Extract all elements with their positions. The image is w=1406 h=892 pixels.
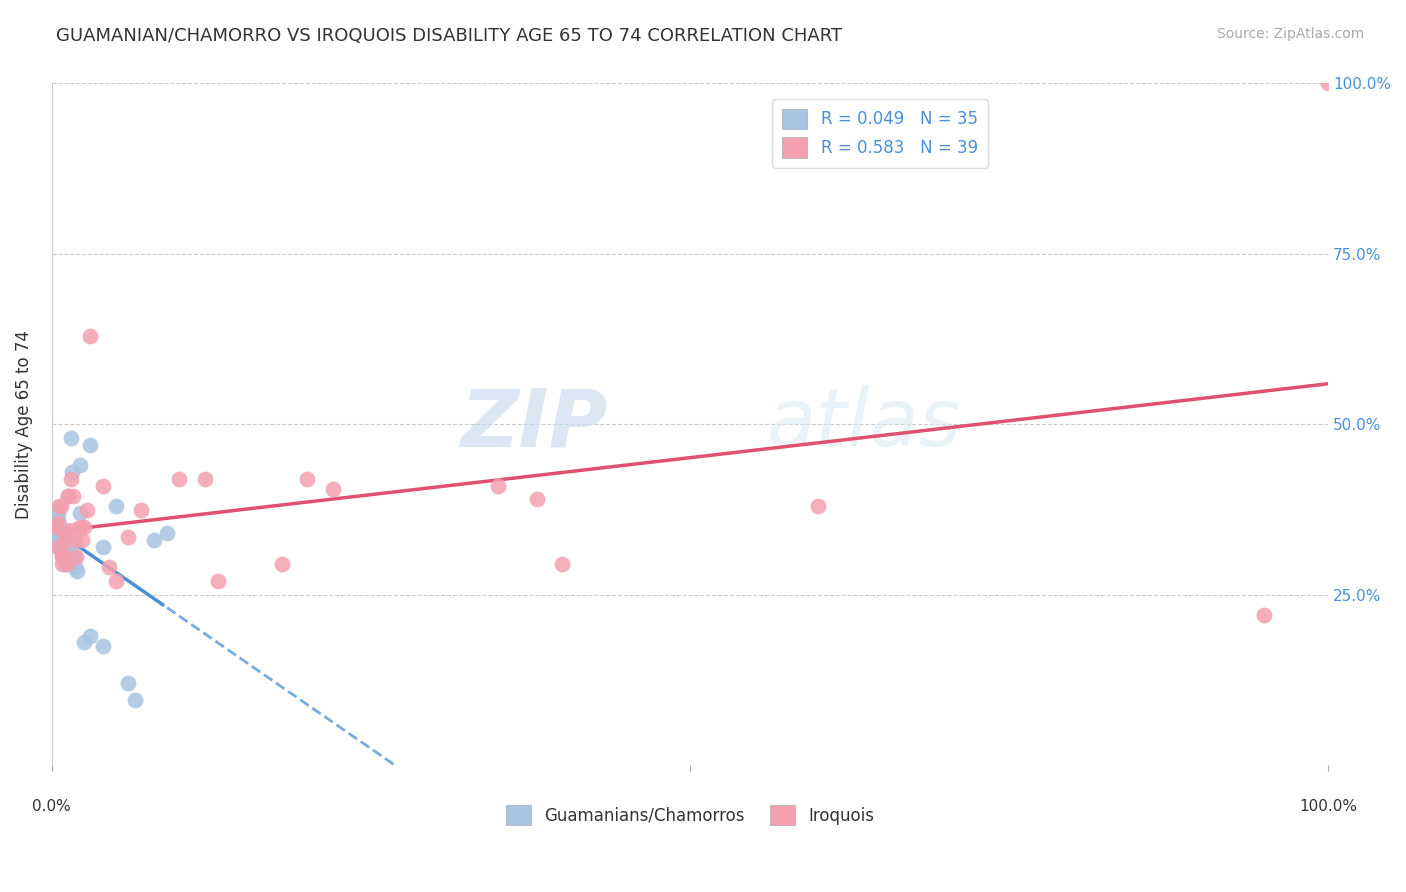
Point [46,533,69,548]
Point [72,533,94,548]
Point [526,492,548,507]
Point [169,472,191,486]
Text: ZIP: ZIP [460,385,607,463]
Text: GUAMANIAN/CHAMORRO VS IROQUOIS DISABILITY AGE 65 TO 74 CORRELATION CHART: GUAMANIAN/CHAMORRO VS IROQUOIS DISABILIT… [56,27,842,45]
Text: Source: ZipAtlas.com: Source: ZipAtlas.com [1216,27,1364,41]
Point [104,574,127,588]
Point [56,557,79,571]
Point [65,550,87,565]
Point [156,526,179,541]
Point [59,550,82,565]
Legend: Guamanians/Chamorros, Iroquois: Guamanians/Chamorros, Iroquois [499,798,880,832]
Point [56,557,79,571]
Point [63,560,86,574]
Point [59,472,82,486]
Point [53,533,76,548]
Point [76,502,98,516]
Point [56,547,79,561]
Point [73,635,96,649]
Point [142,533,165,548]
Point [91,478,114,492]
Point [63,550,86,565]
Point [53,526,76,541]
Point [48,533,70,548]
Point [79,438,101,452]
Point [48,499,70,513]
Point [51,557,73,571]
Point [91,540,114,554]
Point [58,489,80,503]
Point [207,574,229,588]
Point [53,557,76,571]
Point [117,676,139,690]
Point [46,506,69,520]
Point [91,639,114,653]
Text: atlas: atlas [766,385,962,463]
Point [488,478,510,492]
Y-axis label: Disability Age 65 to 74: Disability Age 65 to 74 [15,330,32,519]
Point [1253,608,1275,623]
Point [104,499,127,513]
Point [46,513,69,527]
Point [60,523,83,537]
Point [124,693,146,707]
Point [46,540,69,554]
Point [194,472,217,486]
Point [58,489,80,503]
Point [1317,77,1340,91]
Point [46,516,69,531]
Point [46,523,69,537]
Point [59,431,82,445]
Point [51,540,73,554]
Point [63,533,86,548]
Point [69,458,91,473]
Point [49,499,72,513]
Point [117,530,139,544]
Point [79,629,101,643]
Point [295,472,318,486]
Point [48,540,70,554]
Point [51,547,73,561]
Point [98,560,121,574]
Point [53,533,76,548]
Point [129,502,152,516]
Point [69,519,91,533]
Point [73,519,96,533]
Point [62,489,84,503]
Point [322,482,344,496]
Point [51,550,73,565]
Point [45,519,67,533]
Text: 100.0%: 100.0% [1299,799,1357,814]
Point [60,465,83,479]
Point [79,328,101,343]
Text: 0.0%: 0.0% [32,799,72,814]
Point [58,550,80,565]
Point [66,564,89,578]
Point [806,499,828,513]
Point [53,523,76,537]
Point [46,516,69,531]
Point [551,557,574,571]
Point [69,506,91,520]
Point [270,557,292,571]
Point [52,547,75,561]
Point [59,540,82,554]
